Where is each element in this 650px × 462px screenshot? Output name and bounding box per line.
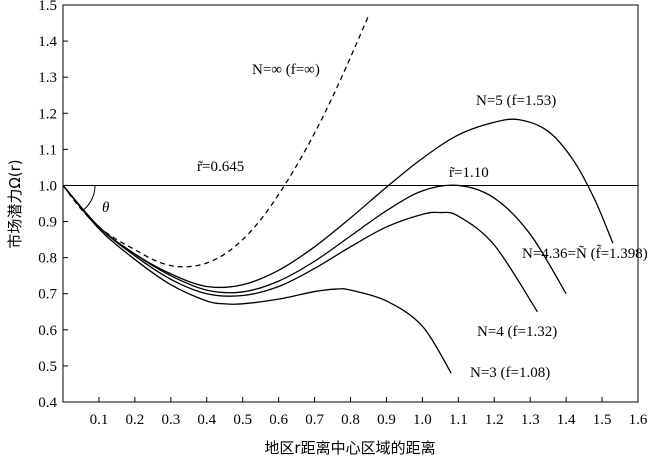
x-tick-label: 1.2 (485, 412, 504, 428)
x-tick-label: 0.1 (90, 412, 109, 428)
theta-arc (83, 185, 96, 210)
x-tick-label: 0.7 (305, 412, 324, 428)
y-tick-label: 1.2 (38, 106, 57, 122)
x-tick-label: 1.6 (629, 412, 648, 428)
x-tick-label: 0.3 (161, 412, 180, 428)
y-tick-label: 0.4 (38, 395, 57, 411)
y-tick-label: 0.5 (38, 359, 57, 375)
y-axis-title: 市场潜力Ω(r) (6, 159, 24, 248)
x-tick-label: 0.4 (197, 412, 216, 428)
x-tick-label: 0.9 (377, 412, 396, 428)
series-n4 (62, 185, 538, 313)
series-n436 (62, 184, 567, 295)
x-tick-label: 0.8 (341, 412, 360, 428)
annotation-r-110: r̃=1.10 (449, 165, 489, 181)
series-label-n5: N=5 (f=1.53) (476, 93, 556, 109)
y-tick-label: 1.1 (38, 142, 57, 158)
x-tick-label: 1.1 (449, 412, 468, 428)
annotation-r-0645: r̃=0.645 (197, 159, 244, 175)
x-tick-label: 1.4 (557, 412, 576, 428)
series-label-n4: N=4 (f=1.32) (477, 324, 557, 340)
y-tick-label: 0.6 (38, 323, 57, 339)
x-tick-label: 1.3 (521, 412, 540, 428)
y-tick-label: 1.0 (38, 178, 57, 194)
y-tick-label: 1.5 (38, 0, 57, 14)
series-label-n-inf: N=∞ (f=∞) (252, 62, 320, 78)
series-label-n3: N=3 (f=1.08) (470, 365, 550, 381)
y-tick-label: 0.7 (38, 287, 57, 303)
series-label-n436: N=4.36=Ñ (f̃=1.398) (522, 244, 648, 262)
series-n3 (62, 185, 452, 374)
series-n5 (62, 118, 614, 289)
x-tick-label: 0.5 (233, 412, 252, 428)
axis-ticks: 0.1 0.2 0.3 0.4 0.5 0.6 0.7 0.8 0.9 1.0 1.1 1.2 1.3 1… (38, 0, 648, 428)
y-tick-label: 0.9 (38, 215, 57, 231)
y-tick-label: 1.3 (38, 70, 57, 86)
x-axis-title: 地区r距离中心区域的距离 (264, 439, 435, 457)
x-tick-label: 1.0 (413, 412, 432, 428)
series-group (62, 15, 614, 374)
y-tick-label: 1.4 (38, 34, 57, 50)
series-n-inf (62, 15, 370, 268)
x-tick-label: 0.2 (126, 412, 145, 428)
x-tick-label: 0.6 (269, 412, 288, 428)
theta-label: θ (102, 200, 110, 216)
y-tick-label: 0.8 (38, 251, 57, 267)
x-tick-label: 1.5 (593, 412, 612, 428)
plot-frame (62, 4, 639, 403)
